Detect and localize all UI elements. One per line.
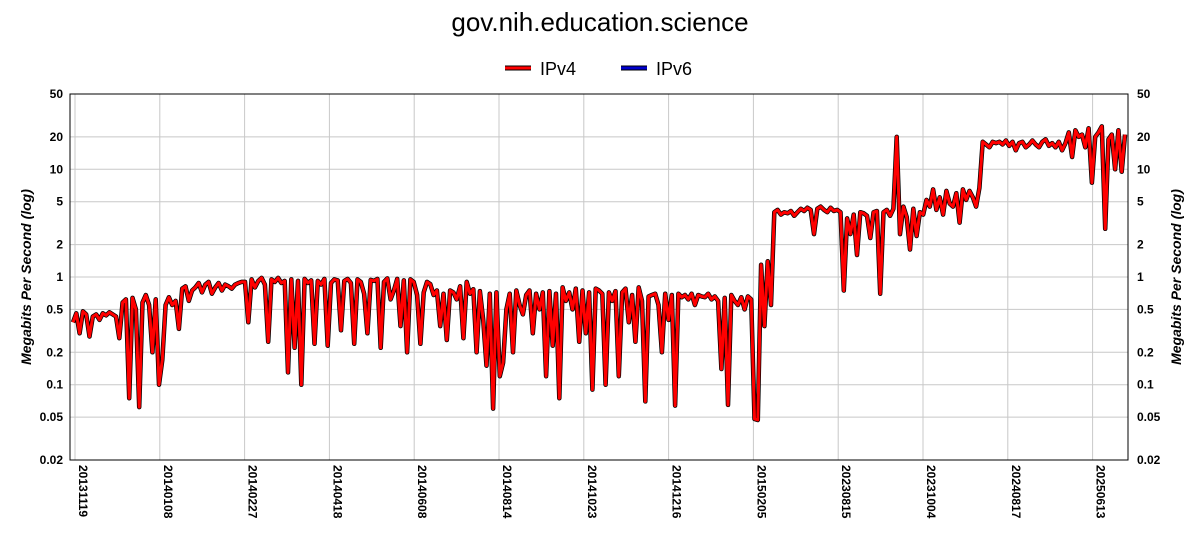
y-axis-label-left: Megabits Per Second (log): [18, 189, 34, 365]
y-tick-label-left: 2: [56, 238, 63, 252]
series-line: [71, 124, 1127, 422]
y-tick-label-right: 2: [1137, 238, 1144, 252]
y-tick-label-right: 10: [1137, 162, 1151, 176]
x-tick-label: 20141216: [670, 465, 684, 519]
x-tick-label: 20140418: [330, 465, 344, 519]
y-axis-label-right: Megabits Per Second (log): [1168, 189, 1184, 365]
y-tick-label-right: 0.2: [1137, 345, 1154, 359]
legend-label: IPv6: [656, 59, 692, 79]
legend-label: IPv4: [540, 59, 576, 79]
grid: [70, 93, 1128, 461]
x-tick-label: 20140608: [415, 465, 429, 519]
x-tick-label: 20140814: [500, 465, 514, 519]
series-line-outline: [70, 124, 1128, 423]
y-tick-label-left: 10: [50, 162, 64, 176]
legend: IPv4 IPv6: [505, 59, 692, 79]
y-tick-label-left: 5: [56, 195, 63, 209]
x-tick-label: 20140108: [161, 465, 175, 519]
x-tick-label: 20140227: [246, 465, 260, 519]
x-axis: 20131119 20140108 20140227 20140418 20140608…: [76, 465, 1108, 519]
y-tick-label-right: 1: [1137, 270, 1144, 284]
x-tick-label: 20141023: [585, 465, 599, 519]
y-tick-label-left: 0.1: [46, 378, 63, 392]
y-tick-label-right: 0.05: [1137, 410, 1161, 424]
y-tick-label-left: 20: [50, 130, 64, 144]
y-tick-label-left: 50: [50, 87, 64, 101]
y-tick-label-right: 0.02: [1137, 453, 1161, 467]
y-tick-label-left: 0.02: [40, 453, 64, 467]
chart-title: gov.nih.education.science: [451, 7, 748, 37]
y-tick-label-left: 0.2: [46, 345, 63, 359]
y-tick-label-left: 1: [56, 270, 63, 284]
y-tick-label-right: 50: [1137, 87, 1151, 101]
x-tick-label: 20240817: [1009, 465, 1023, 519]
x-tick-label: 20131119: [76, 465, 90, 517]
x-tick-label: 20150205: [754, 465, 768, 519]
series-layer: [70, 124, 1128, 423]
plot-area-border: [69, 93, 1129, 461]
x-tick-label: 20230815: [839, 465, 853, 519]
y-tick-label-right: 0.1: [1137, 378, 1154, 392]
y-tick-label-left: 0.5: [46, 302, 63, 316]
y-axis-right: 0.02 0.05 0.1 0.2 0.5 1 2 5 10 20 50: [1137, 87, 1161, 467]
x-tick-label: 20250613: [1094, 465, 1108, 519]
y-tick-label-right: 20: [1137, 130, 1151, 144]
y-tick-label-right: 5: [1137, 195, 1144, 209]
y-tick-label-right: 0.5: [1137, 302, 1154, 316]
y-tick-label-left: 0.05: [40, 410, 64, 424]
y-axis-left: 0.02 0.05 0.1 0.2 0.5 1 2 5 10 20 50: [40, 87, 64, 467]
x-tick-label: 20231004: [924, 465, 938, 519]
